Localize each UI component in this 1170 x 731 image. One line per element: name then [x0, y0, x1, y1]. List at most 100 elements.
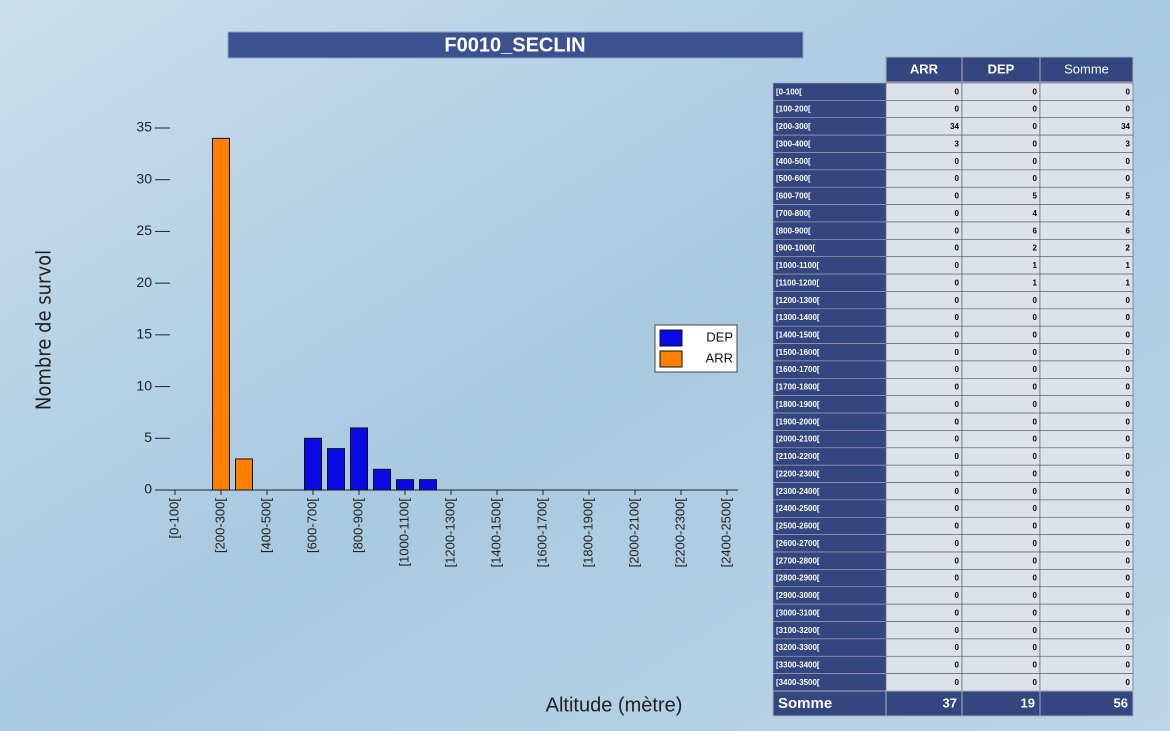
- y-tick-label: 10: [136, 377, 152, 393]
- data-cell: [1040, 344, 1133, 361]
- data-cell: [886, 483, 962, 500]
- row-label: [200-300[: [776, 122, 811, 131]
- data-cell: [1040, 465, 1133, 482]
- cell-value: 0: [955, 192, 960, 201]
- data-cell: [962, 274, 1040, 291]
- data-cell: [886, 622, 962, 639]
- cell-value: 0: [955, 209, 960, 218]
- data-cell: [1040, 639, 1133, 656]
- x-tick-label: [1800-1900[: [580, 498, 595, 568]
- cell-value: 0: [1126, 608, 1131, 617]
- cell-value: 0: [955, 278, 960, 287]
- cell-value: 0: [1126, 417, 1131, 426]
- x-tick-label: [2200-2300[: [672, 498, 687, 568]
- cell-value: 0: [955, 365, 960, 374]
- data-cell: [886, 274, 962, 291]
- row-label: [700-800[: [776, 209, 811, 218]
- data-cell: [886, 517, 962, 534]
- data-cell: [886, 170, 962, 187]
- cell-value: 0: [955, 469, 960, 478]
- cell-value: 0: [955, 574, 960, 583]
- y-tick-label: 15: [136, 326, 152, 342]
- y-tick-label: 35: [136, 119, 152, 135]
- cell-value: 4: [1033, 209, 1038, 218]
- data-cell: [962, 309, 1040, 326]
- data-cell: [1040, 100, 1133, 117]
- x-tick-label: [400-500[: [258, 498, 273, 553]
- cell-value: 0: [1126, 435, 1131, 444]
- cell-value: 1: [1126, 278, 1131, 287]
- data-cell: [962, 500, 1040, 517]
- data-cell: [1040, 378, 1133, 395]
- data-cell: [962, 361, 1040, 378]
- cell-value: 0: [1126, 330, 1131, 339]
- cell-value: 0: [1126, 383, 1131, 392]
- cell-value: 0: [955, 226, 960, 235]
- data-cell: [886, 187, 962, 204]
- cell-value: 0: [955, 452, 960, 461]
- total-value: 19: [1021, 695, 1035, 710]
- cell-value: 3: [1126, 139, 1131, 148]
- total-label: Somme: [778, 695, 832, 712]
- row-label: [100-200[: [776, 105, 811, 114]
- data-cell: [886, 378, 962, 395]
- data-cell: [962, 674, 1040, 691]
- data-cell: [1040, 448, 1133, 465]
- cell-value: 0: [1126, 105, 1131, 114]
- cell-value: 0: [1126, 469, 1131, 478]
- data-cell: [1040, 152, 1133, 169]
- data-cell: [886, 326, 962, 343]
- cell-value: 1: [1033, 261, 1038, 270]
- row-label: [300-400[: [776, 139, 811, 148]
- data-cell: [1040, 326, 1133, 343]
- data-cell: [886, 100, 962, 117]
- row-label: [2200-2300[: [776, 469, 820, 478]
- data-cell: [962, 465, 1040, 482]
- cell-value: 0: [955, 261, 960, 270]
- total-value: 56: [1114, 695, 1128, 710]
- cell-value: 0: [1126, 626, 1131, 635]
- data-cell: [962, 152, 1040, 169]
- row-label: [1400-1500[: [776, 330, 820, 339]
- bar: [305, 438, 322, 490]
- data-cell: [886, 205, 962, 222]
- data-cell: [886, 257, 962, 274]
- cell-value: 3: [955, 139, 960, 148]
- x-tick-label: [2000-2100[: [626, 498, 641, 568]
- data-cell: [962, 257, 1040, 274]
- cell-value: 0: [955, 244, 960, 253]
- cell-value: 0: [1033, 87, 1038, 96]
- legend-label: ARR: [706, 350, 733, 365]
- data-cell: [886, 396, 962, 413]
- row-label: [2800-2900[: [776, 574, 820, 583]
- row-label: [2400-2500[: [776, 504, 820, 513]
- data-cell: [1040, 413, 1133, 430]
- y-tick-label: 30: [136, 170, 152, 186]
- data-cell: [962, 639, 1040, 656]
- cell-value: 0: [955, 643, 960, 652]
- data-cell: [886, 604, 962, 621]
- data-cell: [962, 118, 1040, 135]
- y-tick-label: 20: [136, 274, 152, 290]
- cell-value: 34: [950, 122, 959, 131]
- data-cell: [886, 569, 962, 586]
- x-tick-label: [1200-1300[: [442, 498, 457, 568]
- data-cell: [886, 465, 962, 482]
- cell-value: 0: [955, 157, 960, 166]
- row-label: [2100-2200[: [776, 452, 820, 461]
- data-cell: [886, 83, 962, 100]
- x-tick-label: [600-700[: [304, 498, 319, 553]
- column-header: Somme: [1064, 61, 1109, 76]
- data-cell: [962, 587, 1040, 604]
- row-label: [3100-3200[: [776, 626, 820, 635]
- data-cell: [886, 344, 962, 361]
- data-cell: [886, 430, 962, 447]
- data-cell: [1040, 239, 1133, 256]
- data-cell: [886, 587, 962, 604]
- cell-value: 0: [1126, 174, 1131, 183]
- data-cell: [886, 500, 962, 517]
- data-cell: [1040, 274, 1133, 291]
- cell-value: 0: [955, 487, 960, 496]
- data-cell: [962, 396, 1040, 413]
- bar: [328, 449, 345, 490]
